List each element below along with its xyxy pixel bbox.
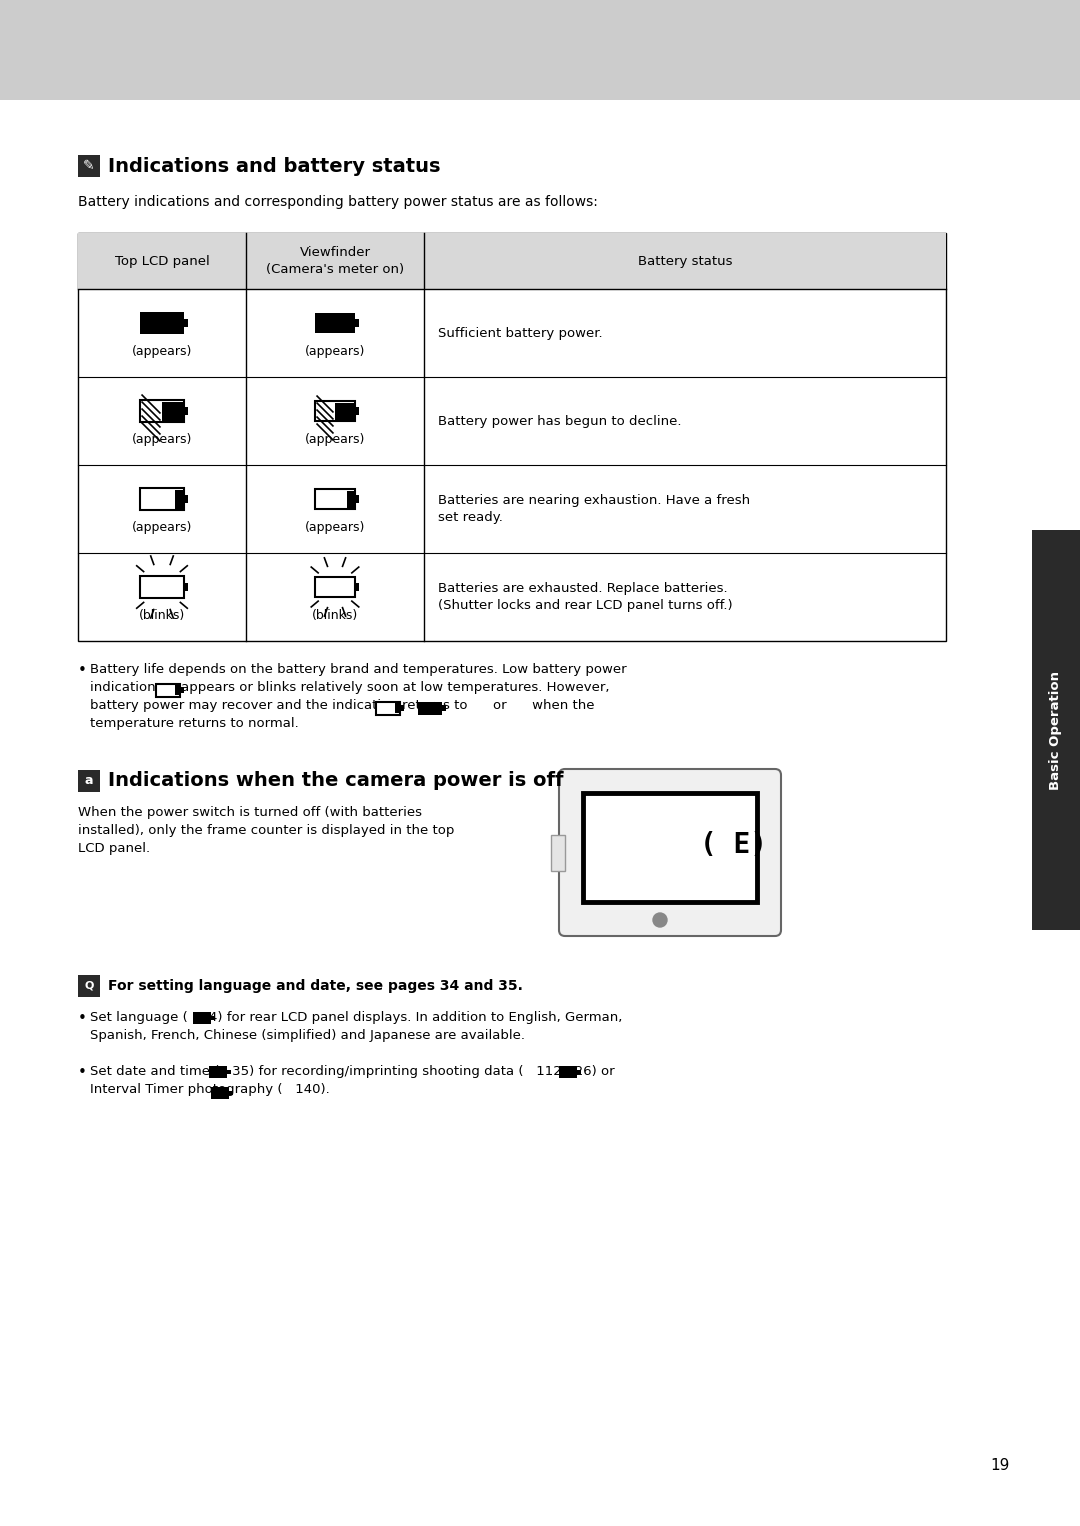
Bar — [376, 702, 400, 714]
Bar — [347, 490, 354, 508]
Text: (appears): (appears) — [305, 345, 365, 357]
Text: •: • — [78, 1012, 86, 1025]
Text: (appears): (appears) — [305, 432, 365, 446]
Text: Battery indications and corresponding battery power status are as follows:: Battery indications and corresponding ba… — [78, 195, 598, 209]
Text: Q: Q — [84, 981, 94, 990]
Bar — [315, 488, 355, 510]
Text: a: a — [84, 775, 93, 787]
Bar — [140, 488, 184, 510]
Bar — [78, 975, 100, 996]
Text: Batteries are nearing exhaustion. Have a fresh
set ready.: Batteries are nearing exhaustion. Have a… — [438, 494, 751, 523]
Bar — [442, 705, 446, 711]
Bar — [315, 401, 355, 421]
Bar — [193, 1012, 211, 1024]
Bar — [227, 1070, 231, 1074]
Bar — [577, 1070, 581, 1074]
Bar — [315, 313, 355, 333]
Text: (appears): (appears) — [132, 432, 192, 446]
Bar — [229, 1091, 233, 1096]
Bar — [583, 794, 757, 902]
Bar — [156, 684, 180, 696]
Bar — [184, 494, 188, 504]
Bar — [78, 233, 946, 641]
Bar — [355, 319, 359, 327]
Bar — [355, 494, 359, 504]
Text: indication      appears or blinks relatively soon at low temperatures. However,: indication appears or blinks relatively … — [90, 681, 609, 694]
Bar — [210, 1067, 227, 1077]
Text: Viewfinder
(Camera's meter on): Viewfinder (Camera's meter on) — [266, 247, 404, 276]
Circle shape — [653, 913, 667, 926]
Bar — [140, 575, 184, 598]
Bar — [315, 577, 355, 597]
Bar — [184, 319, 188, 328]
Text: (blinks): (blinks) — [139, 609, 185, 621]
Bar — [355, 583, 359, 591]
Text: Battery status: Battery status — [638, 255, 732, 267]
Text: (appears): (appears) — [132, 345, 192, 357]
Bar — [0, 0, 1080, 101]
Text: •: • — [78, 662, 86, 678]
Bar — [418, 702, 442, 714]
Bar — [1032, 530, 1080, 929]
Text: Set language (   34) for rear LCD panel displays. In addition to English, German: Set language ( 34) for rear LCD panel di… — [90, 1012, 622, 1042]
Bar — [211, 1087, 229, 1099]
Bar — [175, 685, 179, 694]
Text: Battery power has begun to decline.: Battery power has begun to decline. — [438, 415, 681, 427]
Bar — [551, 835, 565, 870]
Bar — [559, 1067, 577, 1077]
Bar — [184, 406, 188, 415]
Text: Batteries are exhausted. Replace batteries.
(Shutter locks and rear LCD panel tu: Batteries are exhausted. Replace batteri… — [438, 581, 732, 612]
Bar — [335, 403, 353, 420]
Bar — [175, 490, 183, 508]
Text: (blinks): (blinks) — [312, 609, 359, 621]
Bar — [162, 401, 183, 421]
Text: temperature returns to normal.: temperature returns to normal. — [90, 717, 299, 729]
Text: Basic Operation: Basic Operation — [1050, 670, 1063, 789]
Text: Set date and time (   35) for recording/imprinting shooting data (   112/126) or: Set date and time ( 35) for recording/im… — [90, 1065, 615, 1096]
Text: (appears): (appears) — [132, 520, 192, 534]
Text: battery power may recover and the indication returns to      or      when the: battery power may recover and the indica… — [90, 699, 594, 713]
Text: Battery life depends on the battery brand and temperatures. Low battery power: Battery life depends on the battery bran… — [90, 662, 626, 676]
Bar — [395, 703, 400, 713]
Bar — [355, 407, 359, 415]
FancyBboxPatch shape — [559, 769, 781, 935]
Text: Indications and battery status: Indications and battery status — [108, 157, 441, 175]
Text: ✎: ✎ — [83, 159, 95, 172]
Text: •: • — [78, 1065, 86, 1080]
Text: For setting language and date, see pages 34 and 35.: For setting language and date, see pages… — [108, 980, 523, 993]
Bar — [211, 1016, 215, 1021]
Text: Sufficient battery power.: Sufficient battery power. — [438, 327, 603, 339]
Bar — [400, 705, 404, 711]
Bar — [78, 233, 946, 288]
Text: When the power switch is turned off (with batteries
installed), only the frame c: When the power switch is turned off (wit… — [78, 806, 455, 855]
Text: Top LCD panel: Top LCD panel — [114, 255, 210, 267]
Bar — [78, 156, 100, 177]
Bar — [140, 400, 184, 423]
Bar — [184, 583, 188, 592]
Bar — [78, 771, 100, 792]
Bar — [180, 687, 184, 693]
Text: ( E): ( E) — [700, 830, 767, 859]
Text: Indications when the camera power is off: Indications when the camera power is off — [108, 772, 564, 790]
Text: 19: 19 — [990, 1459, 1010, 1474]
Bar — [140, 311, 184, 334]
Text: (appears): (appears) — [305, 520, 365, 534]
